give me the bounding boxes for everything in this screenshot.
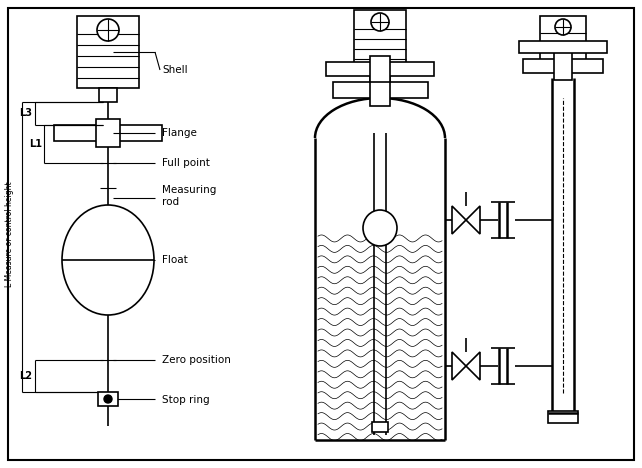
Polygon shape bbox=[452, 206, 466, 234]
Text: Zero position: Zero position bbox=[162, 355, 231, 365]
Bar bbox=[96, 119, 120, 147]
Text: Flange: Flange bbox=[162, 128, 197, 138]
Text: L2: L2 bbox=[19, 371, 32, 381]
Polygon shape bbox=[466, 352, 480, 380]
Bar bbox=[548, 411, 578, 423]
Text: Float: Float bbox=[162, 255, 187, 265]
Text: L Measure or control height: L Measure or control height bbox=[6, 181, 15, 287]
Circle shape bbox=[371, 13, 389, 31]
Bar bbox=[519, 41, 607, 53]
Text: Shell: Shell bbox=[162, 65, 187, 75]
Bar bbox=[326, 62, 434, 76]
Text: Measuring
rod: Measuring rod bbox=[162, 185, 216, 207]
Bar bbox=[99, 88, 117, 102]
Polygon shape bbox=[466, 206, 480, 234]
Ellipse shape bbox=[62, 205, 154, 315]
Bar bbox=[523, 59, 603, 73]
Text: Full point: Full point bbox=[162, 158, 210, 168]
Bar bbox=[354, 10, 406, 68]
Bar bbox=[540, 16, 586, 68]
Bar bbox=[98, 392, 118, 406]
Text: L3: L3 bbox=[19, 109, 32, 118]
Bar bbox=[372, 68, 388, 80]
Circle shape bbox=[97, 19, 119, 41]
Polygon shape bbox=[452, 352, 466, 380]
Bar bbox=[372, 422, 388, 432]
Bar bbox=[333, 82, 428, 98]
Bar bbox=[370, 56, 390, 82]
Ellipse shape bbox=[363, 210, 397, 246]
Circle shape bbox=[555, 19, 571, 35]
Circle shape bbox=[104, 395, 112, 403]
Bar bbox=[556, 68, 570, 78]
Bar bbox=[554, 52, 572, 80]
Bar bbox=[77, 16, 139, 88]
Bar bbox=[370, 74, 390, 106]
Text: L1: L1 bbox=[29, 139, 42, 149]
Text: Stop ring: Stop ring bbox=[162, 395, 210, 405]
Bar bbox=[54, 125, 162, 141]
